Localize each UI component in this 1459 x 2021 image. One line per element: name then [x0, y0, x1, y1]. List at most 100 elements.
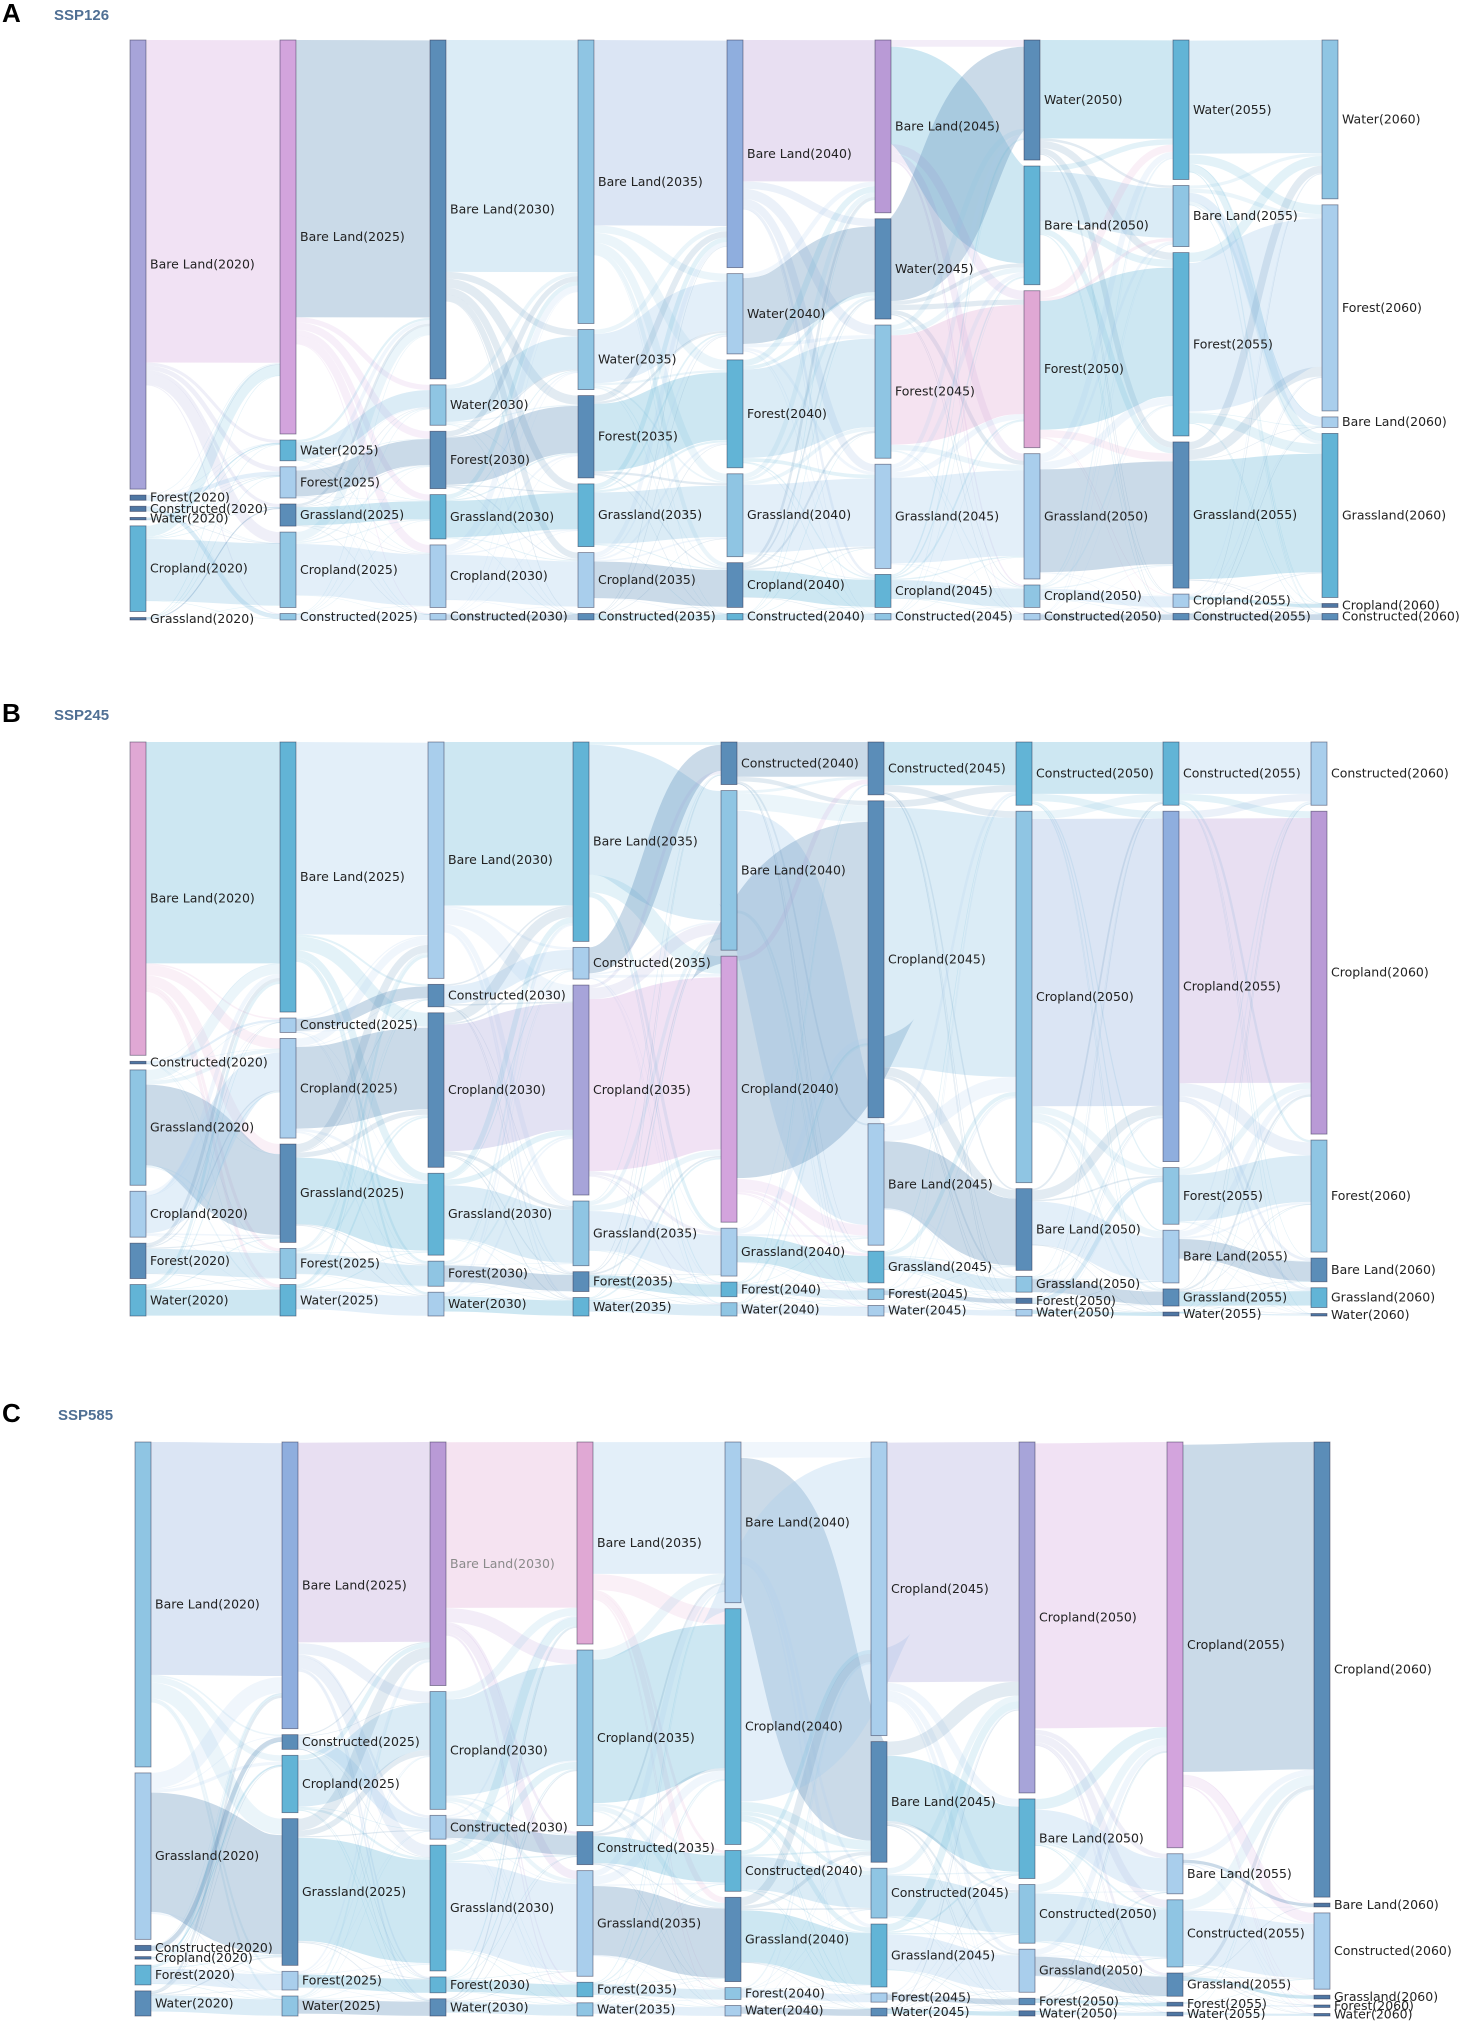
- node-constructed-2040[interactable]: Constructed(2040): [720, 741, 859, 785]
- node-grassland-2035[interactable]: Grassland(2035): [572, 1200, 697, 1267]
- node-forest-2060[interactable]: Forest(2060): [1321, 204, 1422, 412]
- node-grassland-2050[interactable]: Grassland(2050): [1018, 1948, 1143, 1993]
- node-constructed-2030[interactable]: Constructed(2030): [427, 983, 566, 1008]
- node-constructed-2020[interactable]: Constructed(2020): [129, 1055, 268, 1070]
- node-water-2020[interactable]: Water(2020): [129, 511, 229, 526]
- node-constructed-2035[interactable]: Constructed(2035): [577, 609, 716, 624]
- node-grassland-2050[interactable]: Grassland(2050): [1023, 453, 1148, 580]
- node-water-2040[interactable]: Water(2040): [724, 2003, 824, 2018]
- node-grassland-2035[interactable]: Grassland(2035): [576, 1870, 701, 1977]
- node-cropland-2060[interactable]: Cropland(2060): [1313, 1441, 1432, 1898]
- node-constructed-2055[interactable]: Constructed(2055): [1162, 741, 1301, 806]
- node-water-2055[interactable]: Water(2055): [1172, 39, 1272, 180]
- node-grassland-2020[interactable]: Grassland(2020): [129, 611, 254, 626]
- node-constructed-2050[interactable]: Constructed(2050): [1015, 741, 1154, 806]
- node-bare-land-2050[interactable]: Bare Land(2050): [1015, 1188, 1141, 1271]
- node-cropland-2045[interactable]: Cropland(2045): [870, 1441, 989, 1737]
- node-cropland-2025[interactable]: Cropland(2025): [279, 1038, 398, 1139]
- node-water-2055[interactable]: Water(2055): [1162, 1306, 1262, 1321]
- node-forest-2040[interactable]: Forest(2040): [726, 359, 827, 469]
- node-forest-2025[interactable]: Forest(2025): [281, 1970, 382, 1991]
- node-cropland-2050[interactable]: Cropland(2050): [1023, 584, 1142, 608]
- node-forest-2055[interactable]: Forest(2055): [1162, 1167, 1263, 1225]
- node-cropland-2055[interactable]: Cropland(2055): [1166, 1441, 1285, 1849]
- node-water-2025[interactable]: Water(2025): [279, 1284, 379, 1317]
- node-cropland-2055[interactable]: Cropland(2055): [1172, 593, 1291, 608]
- node-cropland-2020[interactable]: Cropland(2020): [129, 1190, 248, 1238]
- node-constructed-2045[interactable]: Constructed(2045): [874, 609, 1013, 624]
- node-grassland-2055[interactable]: Grassland(2055): [1166, 1972, 1291, 1997]
- node-forest-2055[interactable]: Forest(2055): [1166, 1996, 1267, 2011]
- node-constructed-2035[interactable]: Constructed(2035): [572, 946, 711, 980]
- node-forest-2060[interactable]: Forest(2060): [1313, 1998, 1414, 2013]
- node-constructed-2060[interactable]: Constructed(2060): [1321, 609, 1459, 624]
- node-constructed-2055[interactable]: Constructed(2055): [1172, 609, 1311, 624]
- node-forest-2045[interactable]: Forest(2045): [867, 1286, 968, 1301]
- node-bare-land-2045[interactable]: Bare Land(2045): [870, 1741, 996, 1863]
- node-cropland-2050[interactable]: Cropland(2050): [1018, 1441, 1137, 1794]
- node-water-2050[interactable]: Water(2050): [1018, 2005, 1118, 2020]
- node-water-2050[interactable]: Water(2050): [1023, 39, 1123, 161]
- node-cropland-2030[interactable]: Cropland(2030): [429, 1691, 548, 1810]
- node-bare-land-2055[interactable]: Bare Land(2055): [1172, 185, 1298, 248]
- node-bare-land-2030[interactable]: Bare Land(2030): [427, 741, 553, 979]
- node-grassland-2045[interactable]: Grassland(2045): [867, 1250, 992, 1284]
- node-constructed-2060[interactable]: Constructed(2060): [1310, 741, 1449, 806]
- node-forest-2025[interactable]: Forest(2025): [279, 466, 380, 499]
- node-forest-2030[interactable]: Forest(2030): [427, 1260, 528, 1287]
- node-water-2035[interactable]: Water(2035): [576, 2001, 676, 2017]
- node-constructed-2040[interactable]: Constructed(2040): [726, 609, 865, 624]
- node-forest-2050[interactable]: Forest(2050): [1023, 290, 1124, 449]
- node-bare-land-2025[interactable]: Bare Land(2025): [279, 39, 405, 435]
- node-bare-land-2050[interactable]: Bare Land(2050): [1023, 165, 1149, 286]
- node-grassland-2030[interactable]: Grassland(2030): [427, 1172, 552, 1256]
- node-bare-land-2020[interactable]: Bare Land(2020): [129, 39, 255, 490]
- node-constructed-2025[interactable]: Constructed(2025): [279, 609, 418, 624]
- node-cropland-2035[interactable]: Cropland(2035): [577, 552, 696, 608]
- node-constructed-2060[interactable]: Constructed(2060): [1313, 1912, 1452, 1990]
- node-constructed-2030[interactable]: Constructed(2030): [429, 609, 568, 624]
- node-water-2040[interactable]: Water(2040): [726, 273, 826, 355]
- node-bare-land-2025[interactable]: Bare Land(2025): [281, 1441, 407, 1730]
- node-forest-2030[interactable]: Forest(2030): [429, 1976, 530, 1994]
- node-bare-land-2030[interactable]: Bare Land(2030): [429, 39, 555, 380]
- node-water-2040[interactable]: Water(2040): [720, 1301, 820, 1317]
- node-cropland-2060[interactable]: Cropland(2060): [1310, 810, 1429, 1135]
- node-water-2030[interactable]: Water(2030): [427, 1291, 527, 1317]
- node-grassland-2055[interactable]: Grassland(2055): [1162, 1288, 1287, 1307]
- node-bare-land-2050[interactable]: Bare Land(2050): [1018, 1798, 1144, 1879]
- node-grassland-2025[interactable]: Grassland(2025): [279, 1143, 404, 1243]
- node-forest-2060[interactable]: Forest(2060): [1310, 1139, 1411, 1253]
- node-forest-2030[interactable]: Forest(2030): [429, 430, 530, 490]
- node-cropland-2035[interactable]: Cropland(2035): [576, 1649, 695, 1827]
- node-forest-2040[interactable]: Forest(2040): [724, 1986, 825, 2001]
- node-water-2045[interactable]: Water(2045): [874, 218, 974, 320]
- node-grassland-2060[interactable]: Grassland(2060): [1321, 433, 1446, 598]
- node-grassland-2030[interactable]: Grassland(2030): [429, 1844, 554, 1972]
- node-forest-2025[interactable]: Forest(2025): [279, 1247, 380, 1279]
- node-constructed-2045[interactable]: Constructed(2045): [870, 1867, 1009, 1919]
- node-grassland-2025[interactable]: Grassland(2025): [279, 503, 404, 527]
- node-grassland-2045[interactable]: Grassland(2045): [874, 463, 999, 569]
- node-cropland-2020[interactable]: Cropland(2020): [134, 1950, 253, 1965]
- node-bare-land-2030[interactable]: Bare Land(2030): [429, 1441, 555, 1686]
- node-water-2060[interactable]: Water(2060): [1310, 1307, 1410, 1322]
- node-forest-2050[interactable]: Forest(2050): [1015, 1293, 1116, 1308]
- node-constructed-2030[interactable]: Constructed(2030): [429, 1814, 568, 1840]
- node-grassland-2060[interactable]: Grassland(2060): [1310, 1287, 1435, 1308]
- node-cropland-2030[interactable]: Cropland(2030): [429, 544, 548, 608]
- node-water-2020[interactable]: Water(2020): [129, 1284, 229, 1317]
- node-bare-land-2040[interactable]: Bare Land(2040): [726, 39, 852, 269]
- node-water-2025[interactable]: Water(2025): [281, 1995, 381, 2017]
- node-grassland-2025[interactable]: Grassland(2025): [281, 1818, 406, 1966]
- node-cropland-2040[interactable]: Cropland(2040): [724, 1608, 843, 1845]
- node-bare-land-2055[interactable]: Bare Land(2055): [1166, 1853, 1292, 1895]
- node-water-2055[interactable]: Water(2055): [1166, 2006, 1266, 2021]
- node-water-2020[interactable]: Water(2020): [134, 1990, 234, 2017]
- node-constructed-2020[interactable]: Constructed(2020): [134, 1940, 273, 1955]
- node-bare-land-2040[interactable]: Bare Land(2040): [720, 790, 846, 951]
- node-bare-land-2045[interactable]: Bare Land(2045): [867, 1123, 993, 1246]
- node-bare-land-2020[interactable]: Bare Land(2020): [134, 1441, 260, 1768]
- node-forest-2045[interactable]: Forest(2045): [870, 1990, 971, 2005]
- node-cropland-2025[interactable]: Cropland(2025): [279, 531, 398, 608]
